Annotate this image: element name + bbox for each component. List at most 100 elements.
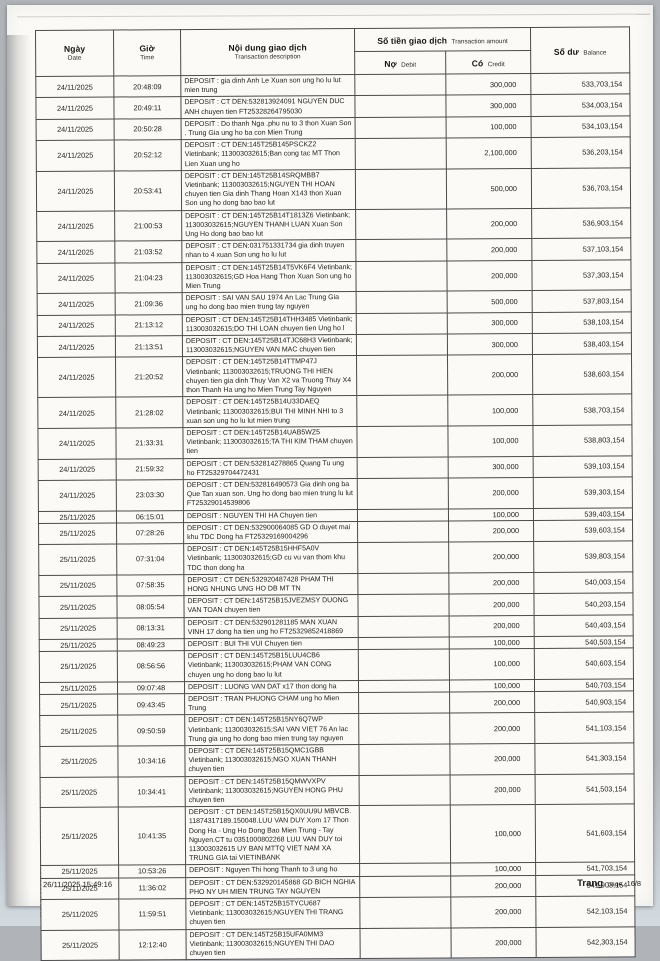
cell-time: 20:48:09 — [113, 75, 181, 98]
cell-desc: DEPOSIT : gia dinh Anh Le Xuan son ung h… — [180, 74, 355, 98]
cell-balance: 541,603,154 — [535, 804, 635, 863]
cell-desc: DEPOSIT : Do thanh Nga .phu nu to 3 thon… — [181, 117, 356, 140]
cell-desc: DEPOSIT : CT DEN:532901281185 MAN XUAN V… — [184, 616, 359, 639]
cell-debit — [359, 897, 451, 929]
cell-credit: 500,000 — [447, 290, 533, 313]
cell-debit — [356, 355, 448, 396]
cell-desc: DEPOSIT : LUONG VAN DAT x17 thon dong ha — [184, 680, 359, 694]
cell-date: 24/11/2025 — [37, 314, 116, 337]
header-transaction-amount: Số tiền giao dịch Transaction amount — [354, 27, 531, 52]
cell-credit: 200,000 — [450, 875, 536, 898]
cell-desc: DEPOSIT : CT DEN:145T25B15TYCU687 Vietin… — [185, 897, 360, 930]
cell-time: 11:36:02 — [118, 877, 186, 900]
cell-credit: 200,000 — [446, 238, 532, 261]
cell-time: 10:41:35 — [118, 806, 186, 866]
header-amount-en: Transaction amount — [451, 38, 508, 46]
cell-credit: 300,000 — [445, 94, 532, 117]
cell-time: 08:49:23 — [117, 638, 185, 652]
transaction-row: 25/11/2025 12:12:40 DEPOSIT : CT DEN:145T2… — [40, 926, 636, 961]
header-description: Nội dung giao dịch Transaction descripti… — [180, 28, 355, 76]
cell-time: 21:09:36 — [115, 292, 183, 315]
cell-desc: DEPOSIT : CT DEN:532814278865 Quang Tu u… — [183, 457, 358, 480]
cell-desc: DEPOSIT : CT DEN:145T25B15QX0UU9U MBVCB.… — [185, 805, 360, 866]
cell-balance: 536,703,154 — [531, 167, 631, 209]
cell-time: 21:04:23 — [114, 262, 183, 294]
cell-debit — [358, 743, 451, 776]
cell-date: 24/11/2025 — [36, 140, 115, 172]
cell-date: 25/11/2025 — [40, 899, 119, 931]
transaction-row: 25/11/2025 10:34:41 DEPOSIT : CT DEN:145T2… — [40, 773, 635, 808]
cell-debit — [358, 713, 450, 745]
cell-time: 10:53:26 — [118, 865, 186, 878]
cell-date: 25/11/2025 — [38, 510, 117, 524]
cell-balance: 538,603,154 — [532, 354, 632, 395]
cell-credit: 300,000 — [447, 333, 533, 356]
cell-time: 21:13:51 — [115, 335, 183, 358]
transaction-row: 25/11/2025 09:50:59 DEPOSIT : CT DEN:145T2… — [39, 712, 634, 747]
cell-date: 24/11/2025 — [36, 241, 115, 264]
cell-date: 25/11/2025 — [40, 865, 119, 879]
cell-balance: 539,303,154 — [533, 476, 633, 508]
cell-debit — [359, 774, 451, 806]
scan-artifact-top-line — [17, 13, 650, 18]
cell-time: 09:50:59 — [117, 714, 185, 747]
cell-balance: 540,903,154 — [534, 690, 634, 713]
cell-time: 21:13:12 — [115, 314, 183, 337]
cell-debit — [358, 691, 450, 714]
cell-debit — [359, 863, 451, 877]
cell-credit: 200,000 — [449, 691, 535, 714]
cell-time: 20:49:11 — [113, 97, 182, 119]
cell-balance: 539,803,154 — [533, 540, 633, 573]
cell-date: 25/11/2025 — [40, 929, 120, 961]
cell-debit — [356, 334, 448, 357]
cell-credit: 200,000 — [448, 593, 535, 616]
cell-desc: DEPOSIT : CT DEN:532816490573 Gia dinh o… — [183, 478, 358, 511]
cell-balance: 539,103,154 — [533, 455, 633, 478]
cell-debit — [355, 208, 447, 240]
cell-time: 21:20:52 — [115, 357, 183, 398]
cell-desc: DEPOSIT : CT DEN:145T25B15LUU4CB6 Vietin… — [184, 649, 359, 682]
header-credit-vn: Có — [471, 58, 484, 69]
cell-credit: 200,000 — [448, 520, 534, 543]
cell-date: 25/11/2025 — [38, 544, 117, 576]
cell-debit — [356, 312, 448, 335]
cell-debit — [357, 520, 449, 543]
cell-date: 25/11/2025 — [39, 681, 118, 695]
cell-balance: 538,403,154 — [532, 332, 632, 355]
cell-time: 07:28:26 — [116, 522, 184, 545]
cell-credit: 100,000 — [450, 862, 536, 876]
cell-time: 09:43:45 — [117, 693, 185, 716]
cell-balance: 538,703,154 — [532, 394, 632, 426]
cell-time: 10:34:41 — [118, 776, 186, 808]
header-balance-vn: Số dư — [553, 46, 579, 57]
cell-time: 08:05:54 — [116, 595, 185, 618]
cell-credit: 100,000 — [446, 116, 532, 139]
cell-time: 21:28:02 — [115, 396, 183, 428]
cell-debit — [355, 116, 447, 139]
header-description-en: Transaction description — [234, 52, 301, 61]
header-credit-en: Credit — [487, 61, 505, 69]
header-debit-vn: Nợ — [384, 58, 397, 69]
cell-desc: DEPOSIT : CT DEN:532920145868 GD BICH NG… — [185, 876, 360, 899]
cell-desc: DEPOSIT : Nguyen Thi hong Thanh to 3 ung… — [185, 863, 360, 878]
cell-balance: 538,103,154 — [532, 311, 632, 334]
header-balance-en: Balance — [583, 49, 607, 57]
cell-time: 20:50:28 — [114, 118, 182, 141]
cell-debit — [354, 95, 447, 118]
cell-debit — [357, 572, 449, 595]
transaction-row: 24/11/2025 21:28:02 DEPOSIT : CT DEN:145T2… — [37, 394, 632, 429]
cell-desc: DEPOSIT : TRAN PHUONG CHAM ung ho Mien T… — [184, 692, 359, 715]
cell-balance: 537,103,154 — [531, 238, 631, 261]
cell-credit: 200,000 — [448, 572, 534, 595]
cell-credit: 100,000 — [450, 804, 536, 864]
cell-credit: 300,000 — [445, 73, 531, 96]
cell-debit — [357, 477, 449, 510]
cell-date: 25/11/2025 — [38, 574, 117, 597]
header-time-vn: Giờ — [139, 42, 155, 53]
header-balance: Số dư Balance — [530, 26, 630, 74]
cell-debit — [358, 679, 450, 693]
cell-desc: DEPOSIT : CT DEN:031751331734 gia dinh t… — [181, 239, 356, 263]
header-debit: Nợ Debit — [354, 50, 446, 75]
cell-balance: 542,303,154 — [536, 926, 636, 958]
cell-date: 25/11/2025 — [39, 638, 118, 652]
